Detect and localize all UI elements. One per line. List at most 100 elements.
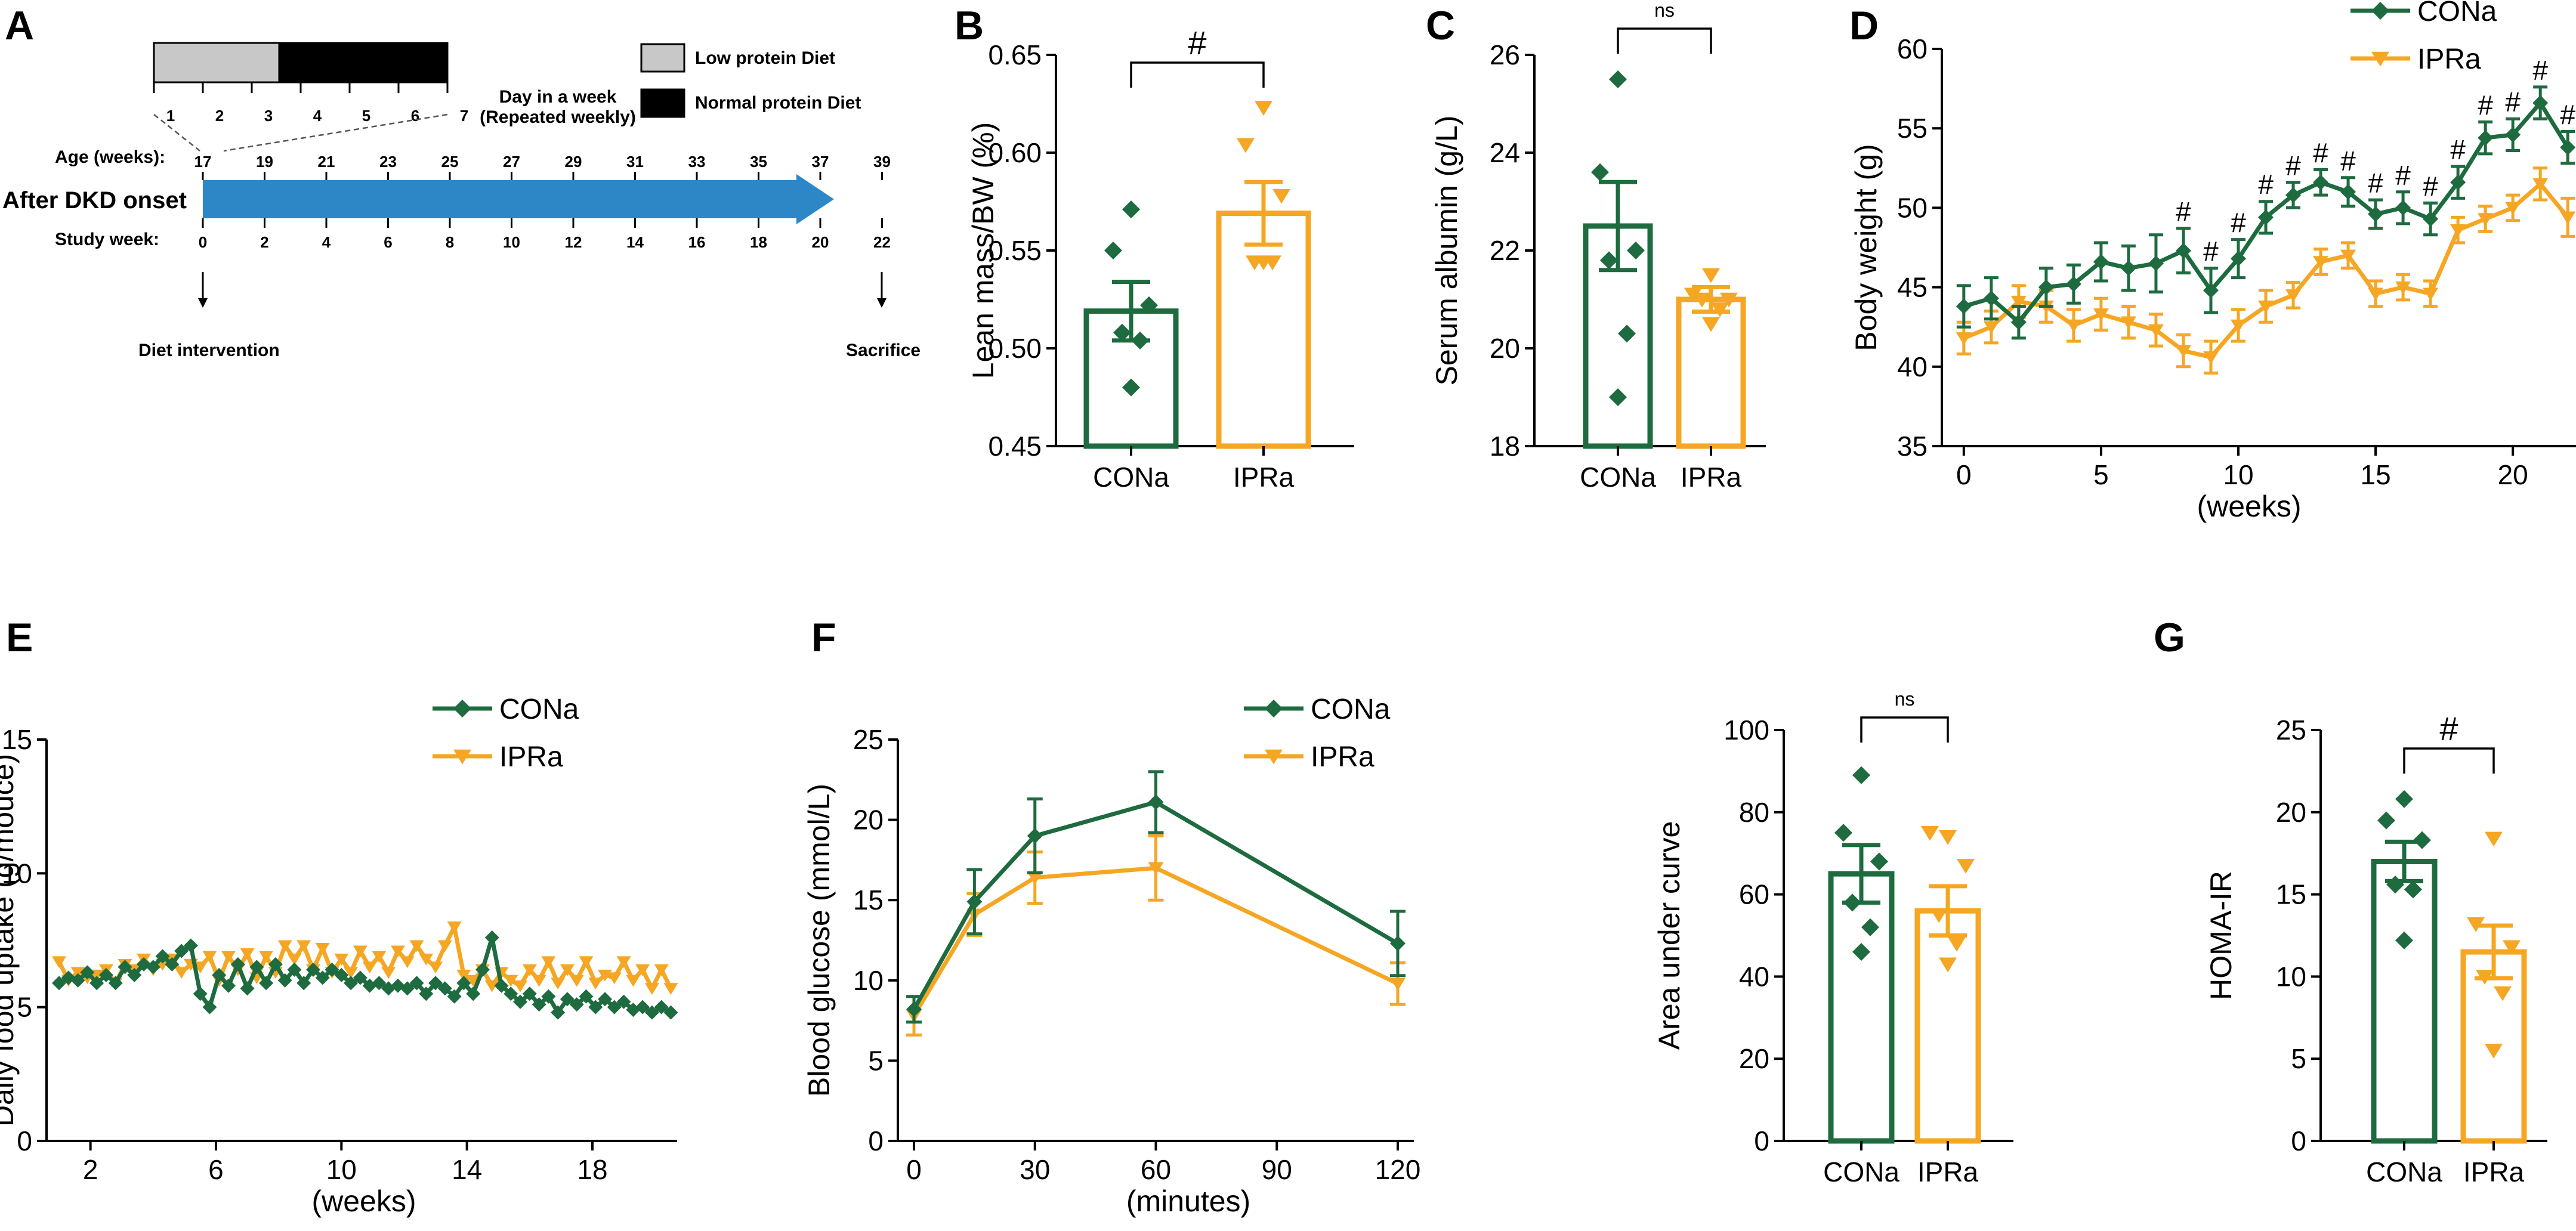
data-point-ipra (400, 956, 415, 969)
low-protein-legend-label: Low protein Diet (695, 48, 835, 68)
data-point-cona (325, 962, 339, 977)
significance-mark: # (2395, 160, 2411, 191)
data-point-ipra (1983, 321, 1999, 334)
data-point-ipra (616, 956, 631, 969)
day-in-week-label: Day in a week (499, 87, 617, 107)
study-week-tick-label: 6 (384, 233, 392, 251)
data-point-cona (1956, 298, 1972, 314)
study-week-tick-label: 2 (260, 233, 268, 251)
data-point-cona (2120, 260, 2136, 276)
data-point-ipra (1272, 188, 1290, 204)
data-point-cona (98, 967, 113, 982)
age-tick-label: 39 (873, 153, 891, 171)
study-week-ticks: 0 2 4 6 8 10 12 14 16 18 20 22 (199, 218, 891, 251)
data-point-cona (1852, 766, 1870, 784)
data-point-ipra (296, 940, 311, 952)
data-point-ipra (1948, 937, 1966, 952)
data-point-ipra (588, 978, 603, 990)
y-tick-label: 24 (1490, 137, 1520, 168)
data-point-ipra (344, 967, 359, 979)
data-point-cona (287, 962, 302, 977)
y-axis-title: Area under curve (1653, 821, 1686, 1050)
data-point-ipra (1389, 978, 1406, 991)
significance-bracket (1617, 27, 1712, 54)
data-point-cona (296, 976, 311, 991)
x-label-ipra: IPRa (1233, 462, 1295, 493)
data-point-ipra (2010, 295, 2027, 309)
data-point-ipra (635, 964, 650, 976)
data-point-ipra (456, 969, 471, 982)
y-tick-label: 0 (868, 1125, 884, 1156)
data-point-cona (598, 992, 613, 1007)
homa-ir-bar-chart: 0 5 10 15 20 25 HOMA-IR CONa IPRa # (2204, 710, 2547, 1187)
data-point-ipra (2505, 202, 2521, 215)
y-tick-label: 0.45 (988, 431, 1042, 462)
x-tick-label: 30 (1020, 1154, 1050, 1185)
age-tick-label: 25 (441, 153, 459, 171)
data-point-ipra (353, 945, 367, 958)
y-tick-label: 10 (2276, 961, 2306, 992)
significance-mark: # (2368, 168, 2383, 199)
y-tick-label: 35 (1897, 431, 1928, 462)
panel-a-letter: A (5, 3, 34, 48)
data-point-cona (2230, 250, 2246, 267)
data-point-cona (118, 960, 132, 975)
data-point-ipra (372, 951, 387, 963)
study-week-tick-label: 14 (626, 233, 644, 251)
data-point-cona (428, 976, 443, 991)
after-dkd-onset-label: After DKD onset (2, 187, 187, 214)
study-week-tick-label: 16 (688, 233, 706, 251)
significance-mark: # (2285, 150, 2301, 181)
data-point-cona (1834, 824, 1852, 842)
data-point-cona (2010, 314, 2027, 330)
data-point-ipra (2230, 319, 2246, 333)
data-point-ipra (2285, 289, 2302, 302)
data-point-ipra (644, 983, 659, 995)
x-axis-title: (weeks) (311, 1184, 416, 1218)
body-weight-line-chart: 35 40 45 50 55 60 Body weight (g) 0 5 10 15 20 (week… (1849, 0, 2576, 523)
data-point-ipra (2340, 249, 2356, 263)
data-point-cona (174, 944, 189, 958)
data-point-cona (1591, 163, 1609, 181)
data-point-ipra (2494, 986, 2512, 1001)
x-tick-label: 0 (906, 1154, 922, 1185)
data-point-cona (654, 1000, 669, 1015)
x-tick-label: 10 (326, 1154, 357, 1185)
data-point-ipra (2203, 351, 2219, 364)
data-point-cona (2386, 876, 2404, 894)
data-point-ipra (2532, 178, 2549, 191)
age-tick-label: 17 (194, 153, 212, 171)
data-point-ipra (1939, 830, 1957, 845)
y-tick-label: 0.65 (988, 39, 1042, 70)
significance-mark: # (2203, 236, 2219, 267)
data-point-cona (212, 967, 227, 982)
data-point-ipra (240, 948, 255, 960)
data-point-ipra (484, 980, 499, 992)
data-point-cona (966, 893, 983, 910)
study-week-tick-label: 10 (503, 233, 520, 251)
data-point-cona (437, 981, 452, 996)
data-point-ipra (2093, 308, 2109, 321)
data-point-cona (1843, 893, 1861, 912)
data-point-cona (155, 949, 170, 964)
data-point-ipra (1237, 138, 1255, 153)
data-point-cona (616, 994, 631, 1009)
data-point-ipra (1702, 268, 1720, 283)
age-tick-label: 35 (750, 153, 767, 171)
y-tick-label: 25 (853, 724, 884, 755)
panel-b: B 0.45 0.50 0.55 0.60 0.65 Lean mass/BW (%) CO… (955, 3, 1354, 493)
data-point-cona (2313, 174, 2329, 190)
diet-intervention-arrowhead (198, 298, 208, 308)
data-point-cona (447, 989, 462, 1004)
data-point-cona (249, 960, 264, 975)
panel-b-letter: B (955, 3, 984, 48)
data-point-cona (2395, 200, 2411, 216)
significance-mark: # (2478, 90, 2493, 121)
data-point-ipra (513, 980, 528, 992)
normal-protein-legend-label: Normal protein Diet (695, 93, 861, 113)
glucose-auc-bar-chart: 0 20 40 60 80 100 Area under curve CONa IPRa ns (1653, 688, 2013, 1187)
